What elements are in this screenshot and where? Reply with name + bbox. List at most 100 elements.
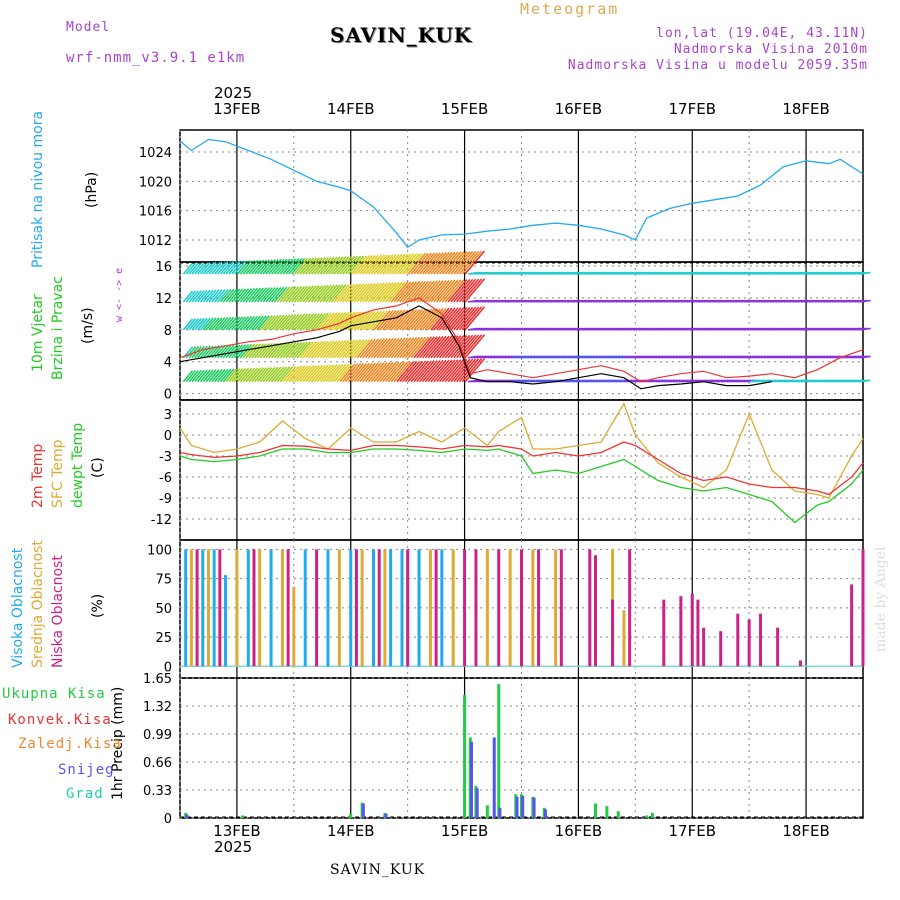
wind-barb — [382, 253, 400, 275]
wind-barb — [222, 344, 235, 359]
wind-barb — [382, 337, 400, 359]
wind-tick-label: 12 — [155, 292, 172, 307]
wind-barb — [288, 341, 303, 359]
cloud-bar — [485, 549, 489, 667]
cloud-low-label: Niska Oblacnost — [50, 555, 66, 668]
wind-barb — [333, 284, 350, 303]
cloud-bar — [428, 549, 432, 667]
wind-barb — [282, 314, 297, 331]
wind-panel: 16 12 8 4 0 — [155, 260, 864, 403]
wind-barb — [860, 327, 871, 331]
wind-barb — [410, 360, 430, 383]
wind-barb — [285, 314, 300, 331]
wind-barb — [421, 336, 441, 359]
model-name: wrf-nmm_v3.9.1 e1km — [66, 50, 246, 66]
cloud-bar — [451, 549, 455, 667]
wind-barb — [219, 288, 232, 303]
cloud-bar — [326, 549, 330, 667]
precip-bar — [498, 807, 502, 818]
wind-barb — [396, 253, 415, 275]
wind-barb — [214, 261, 226, 275]
wind-barb — [396, 361, 415, 383]
wind-barb — [456, 306, 477, 331]
wind-barb — [271, 342, 285, 359]
wind-barb — [410, 336, 430, 359]
wind-barb — [310, 364, 326, 383]
wind-barb — [356, 283, 374, 303]
wind-barb — [376, 282, 394, 303]
cloud-bar — [690, 593, 694, 667]
wind-barb — [248, 343, 261, 359]
wind-barb — [330, 312, 347, 331]
wind-barb — [299, 257, 315, 275]
wind-barb — [860, 299, 871, 303]
wind-barb — [268, 366, 282, 383]
wind-barb — [327, 340, 344, 359]
wind-barb — [299, 341, 315, 359]
wind-barb — [461, 306, 483, 331]
cloud-bar — [861, 549, 865, 667]
wind-barb — [265, 286, 279, 303]
wind-barb — [191, 262, 202, 275]
wind-barb — [276, 258, 291, 275]
wind-barb — [322, 256, 338, 275]
wind-barb — [194, 262, 205, 275]
wind-barb — [265, 342, 279, 359]
temp-dew-label: dewpt Temp — [70, 422, 86, 508]
pressure-unit: (hPa) — [84, 171, 100, 208]
wind-barb — [293, 257, 309, 275]
wind-barb — [396, 281, 415, 303]
wind-barb — [456, 334, 477, 359]
wind-barb — [339, 311, 356, 331]
wind-barb — [319, 364, 335, 383]
wind-barb — [216, 344, 229, 359]
wind-barb — [325, 340, 341, 359]
date-label-top: 13FEB — [213, 100, 260, 118]
wind-barb — [453, 278, 474, 303]
wind-barb — [222, 316, 235, 331]
wind-barb — [245, 343, 259, 359]
wind-barb — [313, 364, 329, 383]
wind-barb — [182, 262, 194, 275]
wind-barb — [456, 278, 477, 303]
wind-barb — [205, 317, 217, 331]
wind-barb — [390, 361, 409, 383]
cloud-bar — [747, 619, 751, 667]
wind-barb — [427, 307, 447, 331]
cloud-bar — [798, 660, 802, 667]
wind-barb — [860, 271, 871, 275]
wind-barb — [228, 260, 241, 275]
cloud-bar — [474, 549, 478, 667]
wind-barb — [347, 283, 365, 303]
wind-barb — [325, 256, 341, 275]
wind-barb — [342, 255, 359, 275]
cloud-high-label: Visoka Oblacnost — [10, 547, 26, 668]
wind-barb — [265, 366, 279, 383]
wind-barb — [211, 261, 223, 275]
wind-barb — [336, 363, 353, 383]
cloud-bar — [184, 549, 188, 667]
wind-barb — [302, 285, 317, 303]
wind-barb — [401, 281, 421, 303]
wind-barb — [225, 368, 238, 383]
wind-barb — [330, 339, 347, 359]
wind-barb — [464, 250, 486, 275]
wind-barb — [308, 285, 323, 303]
model-label: Model — [66, 20, 111, 35]
wind-barb — [376, 254, 394, 275]
wind-barb — [345, 255, 362, 275]
cloud-bar — [628, 549, 632, 667]
wind-barb — [239, 343, 253, 359]
wind-barb — [345, 339, 362, 359]
wind-barb — [313, 312, 329, 331]
wind-barb — [211, 289, 223, 303]
wind-barb — [282, 286, 297, 303]
wind-barb — [185, 346, 197, 359]
wind-barb — [387, 281, 406, 303]
temp-sfc-label: SFC Temp — [50, 439, 66, 508]
wind-barb — [339, 283, 356, 303]
wind-barb — [362, 338, 379, 359]
wind-barb — [393, 281, 412, 303]
cloud-bar — [696, 599, 700, 667]
wind-barb — [299, 313, 315, 331]
